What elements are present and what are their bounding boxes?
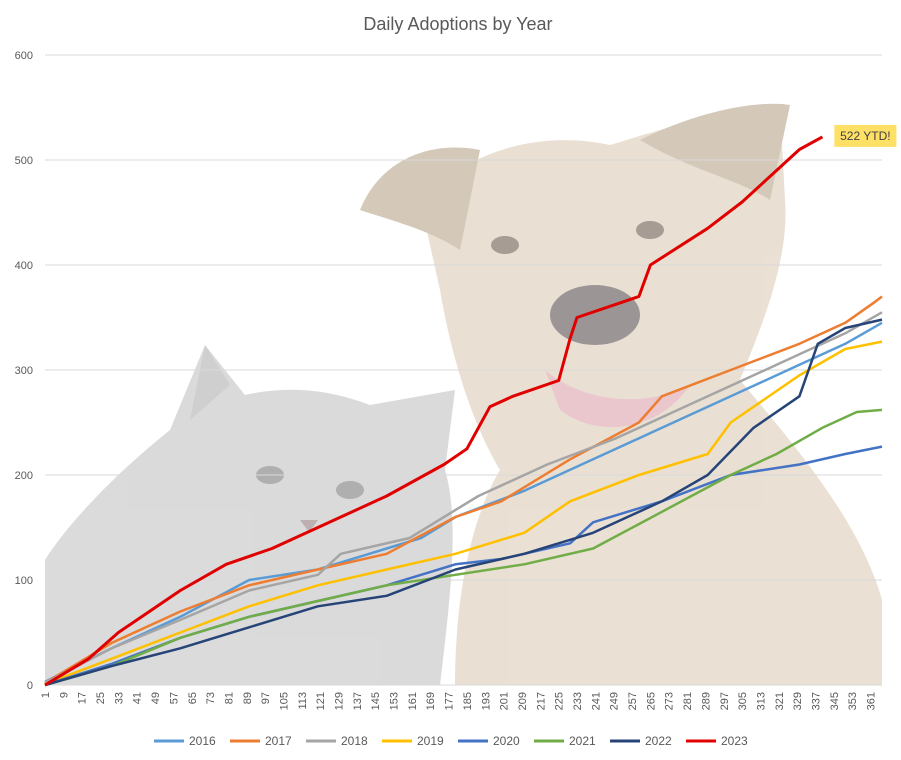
x-tick-label: 337	[810, 692, 822, 710]
legend-label: 2020	[493, 734, 520, 748]
legend-label: 2023	[721, 734, 748, 748]
series-line-2018	[44, 311, 883, 685]
x-tick-label: 193	[480, 692, 492, 710]
x-tick-label: 81	[223, 692, 235, 704]
x-tick-label: 225	[554, 692, 566, 710]
x-tick-label: 17	[77, 692, 89, 704]
x-axis-ticks: 1 9 17 25 33 41 49 57 65 73 81 89 97 105 113 121 129 137 1…	[40, 692, 878, 710]
callout-box	[834, 124, 897, 147]
x-tick-label: 137	[352, 692, 364, 710]
x-tick-label: 169	[425, 692, 437, 710]
x-tick-label: 233	[572, 692, 584, 710]
x-tick-label: 257	[627, 692, 639, 710]
series-lines	[44, 135, 883, 687]
x-tick-label: 177	[444, 692, 456, 710]
x-tick-label: 1	[40, 692, 52, 698]
y-tick-label: 500	[15, 155, 33, 167]
legend-label: 2019	[417, 734, 444, 748]
x-tick-label: 49	[150, 692, 162, 704]
dog-ear-left	[360, 147, 480, 250]
dog-silhouette	[420, 105, 882, 685]
y-tick-label: 400	[15, 260, 33, 272]
legend-label: 2021	[569, 734, 596, 748]
x-tick-label: 97	[260, 692, 272, 704]
x-tick-label: 361	[866, 692, 878, 710]
dog-mouth	[545, 370, 690, 428]
x-tick-label: 153	[389, 692, 401, 710]
x-tick-label: 209	[517, 692, 529, 710]
x-tick-label: 353	[847, 692, 859, 710]
legend-label: 2022	[645, 734, 672, 748]
x-tick-label: 345	[829, 692, 841, 710]
series-line-2023	[44, 135, 824, 687]
x-tick-label: 73	[205, 692, 217, 704]
y-tick-label: 200	[15, 470, 33, 482]
x-tick-label: 265	[645, 692, 657, 710]
x-tick-label: 33	[113, 692, 125, 704]
x-tick-label: 65	[187, 692, 199, 704]
gridlines	[45, 54, 882, 581]
x-tick-label: 297	[719, 692, 731, 710]
x-tick-label: 273	[664, 692, 676, 710]
dog-eye-right	[636, 221, 664, 239]
y-axis-ticks: 0 100 200 300 400 500 600	[15, 50, 33, 692]
x-tick-label: 9	[58, 692, 70, 698]
x-tick-label: 321	[774, 692, 786, 710]
x-tick-label: 113	[297, 692, 309, 710]
y-tick-label: 600	[15, 50, 33, 62]
y-tick-label: 100	[15, 575, 33, 587]
x-tick-label: 121	[315, 692, 327, 710]
y-tick-label: 0	[27, 680, 33, 692]
x-tick-label: 129	[334, 692, 346, 710]
dog-nose	[550, 285, 640, 345]
x-tick-label: 329	[792, 692, 804, 710]
series-line-2017	[44, 295, 883, 684]
legend: 2016 2017 2018 2019 2020 2021 2022 2023	[154, 734, 748, 748]
x-tick-label: 241	[590, 692, 602, 710]
x-tick-label: 25	[95, 692, 107, 704]
legend-label: 2018	[341, 734, 368, 748]
dog-ear-right	[640, 103, 790, 200]
x-tick-label: 305	[737, 692, 749, 710]
x-tick-label: 185	[462, 692, 474, 710]
x-tick-label: 89	[242, 692, 254, 704]
legend-label: 2017	[265, 734, 292, 748]
series-line-2022	[44, 318, 883, 687]
x-tick-label: 161	[407, 692, 419, 710]
x-tick-label: 289	[700, 692, 712, 710]
series-line-2021	[44, 408, 883, 687]
x-tick-label: 249	[609, 692, 621, 710]
series-line-2019	[44, 340, 883, 686]
chart-title: Daily Adoptions by Year	[363, 14, 552, 34]
legend-label: 2016	[189, 734, 216, 748]
x-tick-label: 217	[535, 692, 547, 710]
cat-silhouette	[45, 345, 455, 685]
annotations: 522 YTD!	[834, 124, 897, 147]
x-tick-label: 105	[278, 692, 290, 710]
cat-ear-left	[190, 345, 230, 420]
dog-eye-left	[491, 236, 519, 254]
callout-label: 522 YTD!	[840, 129, 890, 143]
x-tick-label: 281	[682, 692, 694, 710]
x-tick-label: 41	[132, 692, 144, 704]
x-tick-label: 145	[370, 692, 382, 710]
y-tick-label: 300	[15, 365, 33, 377]
cat-nose	[300, 520, 318, 532]
x-tick-label: 313	[755, 692, 767, 710]
x-tick-label: 201	[499, 692, 511, 710]
x-tick-label: 57	[168, 692, 180, 704]
cat-eye-right	[336, 481, 364, 499]
